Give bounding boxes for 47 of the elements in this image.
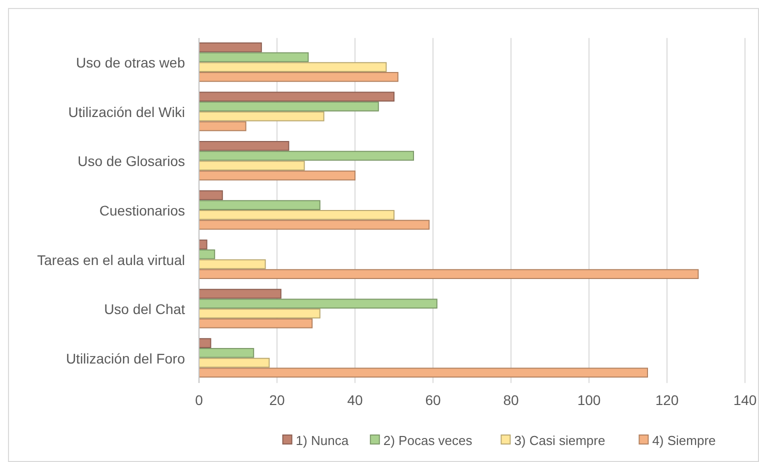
- bar: [198, 160, 305, 171]
- bar: [198, 308, 320, 318]
- bar: [198, 62, 387, 72]
- bar: [198, 150, 414, 161]
- x-tick-label: 80: [503, 392, 519, 408]
- legend-label: 1) Nunca: [296, 433, 350, 448]
- legend-label: 4) Siempre: [652, 433, 716, 448]
- bar: [198, 269, 699, 279]
- bar: [198, 121, 246, 132]
- bar: [198, 368, 648, 378]
- y-tick-label: Uso de otras web: [76, 54, 186, 71]
- bar: [198, 338, 212, 348]
- bar: [198, 358, 270, 368]
- bar: [198, 288, 282, 299]
- bar: [198, 42, 262, 52]
- legend-label: 3) Casi siempre: [514, 433, 606, 448]
- bar: [198, 210, 394, 220]
- bar: [198, 92, 394, 102]
- y-tick-label: Uso de Glosarios: [78, 153, 185, 170]
- bar: [198, 259, 266, 270]
- x-tick-label: 40: [347, 392, 363, 408]
- x-tick-label: 100: [577, 392, 601, 408]
- bar: [198, 170, 356, 180]
- bar: [198, 318, 313, 328]
- x-tick-label: 120: [655, 392, 679, 408]
- bar: [198, 240, 208, 250]
- x-tick-label: 20: [269, 392, 285, 408]
- bar: [198, 141, 290, 151]
- bar: [198, 111, 324, 122]
- x-tick-label: 60: [425, 392, 441, 408]
- bar: [198, 298, 438, 309]
- y-tick-label: Cuestionarios: [99, 202, 185, 218]
- bar: [198, 72, 398, 82]
- y-tick-label: Utilización del Foro: [66, 350, 186, 366]
- bar: [198, 220, 430, 230]
- bar: [198, 200, 320, 210]
- legend-label: 2) Pocas veces: [383, 433, 473, 448]
- x-tick-label: 0: [195, 392, 204, 408]
- y-tick-label: Utilización del Wiki: [68, 104, 185, 120]
- x-tick-label: 140: [733, 392, 757, 408]
- y-tick-label: Uso del Chat: [104, 301, 186, 318]
- bar: [198, 249, 216, 260]
- bar: [198, 52, 309, 62]
- bar: [198, 190, 223, 200]
- bar: [198, 102, 379, 112]
- y-tick-label: Tareas en el aula virtual: [37, 252, 185, 268]
- bar: [198, 348, 254, 358]
